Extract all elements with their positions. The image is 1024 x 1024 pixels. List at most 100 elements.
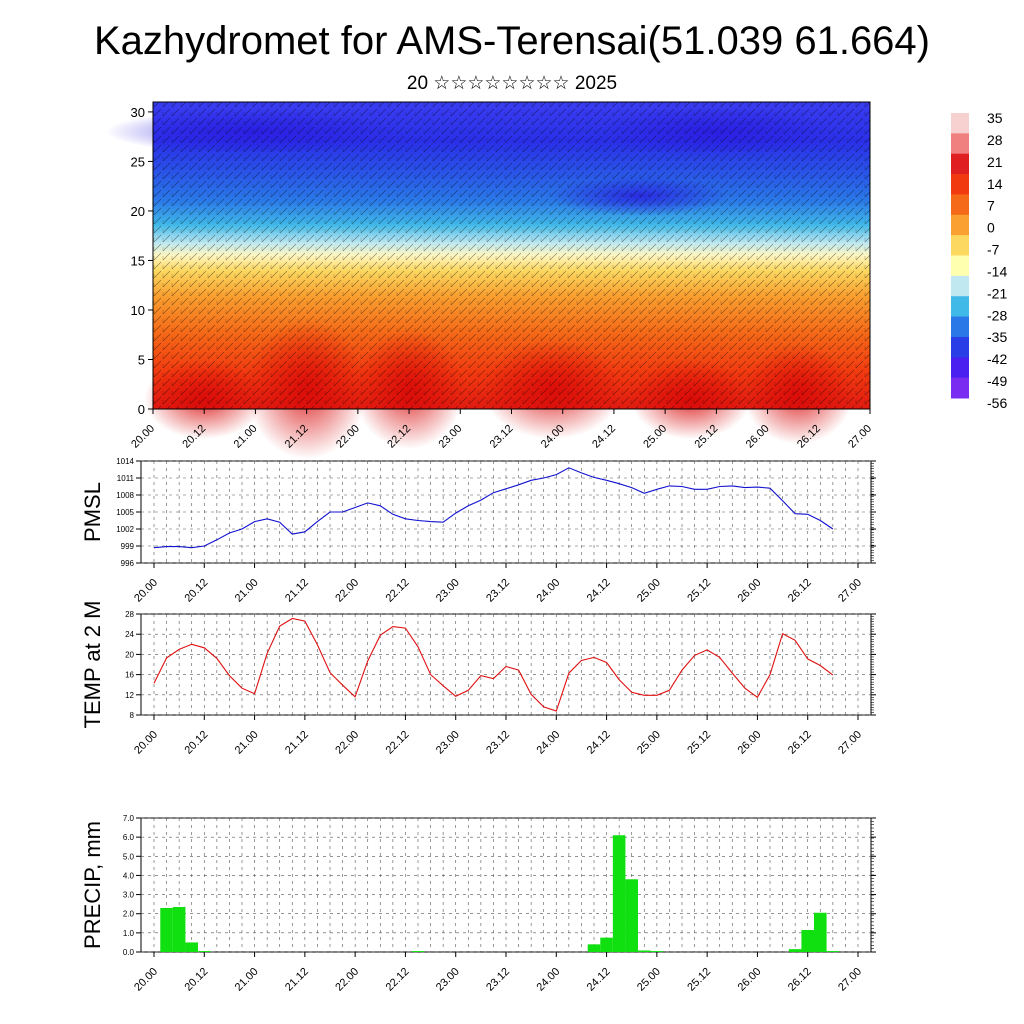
colorbar-swatch: [951, 377, 969, 399]
x-tick-label: 22.12: [384, 729, 412, 757]
precip-bar: [198, 951, 211, 952]
precip-bar: [638, 950, 651, 952]
x-tick-label: 27.00: [836, 577, 864, 605]
x-tick-label: 23.00: [434, 966, 462, 994]
colorbar-label: -49: [987, 373, 1007, 389]
y-tick-label: 5.0: [123, 852, 135, 861]
series-line: [153, 617, 834, 712]
colorbar-label: 14: [987, 176, 1003, 192]
series-line: [153, 467, 834, 549]
colorbar-label: -28: [987, 307, 1007, 323]
x-tick-label: 25.00: [635, 577, 663, 605]
temp-panel: 8 12 16 20 24 28 20.00 20.12 21.00 21.12 22.00 22.1…: [80, 601, 876, 757]
precip-bar: [172, 907, 186, 952]
colorbar-swatch: [951, 153, 969, 175]
colorbar-label: -35: [987, 329, 1007, 345]
y-axis-title: TEMP at 2 M: [80, 601, 105, 729]
colorbar-swatch: [951, 275, 969, 297]
x-tick-label: 21.00: [233, 577, 261, 605]
x-tick-label: 25.12: [685, 577, 713, 605]
y-tick-label: 2.0: [123, 910, 135, 919]
colorbar-swatch: [951, 336, 969, 358]
y-tick-label: 1014: [116, 457, 134, 466]
x-tick-label: 27.00: [836, 729, 864, 757]
colorbar-swatch: [951, 133, 969, 155]
y-tick-label: 999: [121, 542, 135, 551]
x-tick-label: 22.00: [333, 577, 361, 605]
precip-bar: [612, 835, 626, 952]
x-tick-label: 26.00: [736, 729, 764, 757]
colorbar-swatch: [951, 255, 969, 277]
y-tick-label: 16: [125, 671, 134, 680]
colorbar-swatch: [951, 296, 969, 318]
precip-panel: 0.0 1.0 2.0 3.0 4.0 5.0 6.0 7.0 20.00 20.12 21.00 2…: [80, 814, 876, 994]
x-tick-label: 22.12: [384, 577, 412, 605]
chart-subtitle: 20 ☆☆☆☆☆☆☆☆ 2025: [406, 73, 618, 94]
x-tick-label: 24.00: [534, 966, 562, 994]
x-tick-label: 26.12: [786, 577, 814, 605]
colorbar-label: -21: [987, 285, 1007, 301]
x-tick-label: 23.12: [484, 966, 512, 994]
colorbar-swatch: [951, 214, 969, 236]
y-tick-label: 1002: [116, 525, 134, 534]
precip-bar: [801, 929, 814, 952]
y-tick-label: 1008: [116, 491, 134, 500]
y-tick-label: 4.0: [123, 871, 135, 880]
x-tick-label: 23.12: [484, 577, 512, 605]
x-tick-label: 27.00: [836, 966, 864, 994]
precip-bar: [185, 942, 198, 952]
y-tick-label: 1005: [116, 508, 134, 517]
pmsl-panel: 996 999 1002 1005 1008 1011 1014 20.00 20.12 21.0…: [80, 457, 876, 605]
y-tick-label: 20: [131, 204, 145, 219]
precip-bar: [160, 907, 173, 952]
precip-bar: [625, 879, 638, 952]
x-tick-label: 22.12: [384, 966, 412, 994]
precip-bar: [788, 949, 802, 952]
x-tick-label: 25.12: [685, 729, 713, 757]
y-tick-label: 20: [125, 650, 134, 659]
x-tick-label: 20.00: [129, 423, 157, 451]
x-tick-label: 23.00: [434, 577, 462, 605]
y-tick-label: 0: [138, 402, 145, 417]
colorbar-label: 21: [987, 154, 1003, 170]
y-tick-label: 3.0: [123, 891, 135, 900]
precip-bar: [600, 937, 613, 952]
colorbar-swatch: [951, 235, 969, 256]
x-tick-label: 21.12: [283, 577, 311, 605]
x-tick-label: 26.12: [786, 729, 814, 757]
x-tick-label: 24.12: [585, 577, 613, 605]
x-tick-label: 21.12: [283, 729, 311, 757]
x-tick-label: 24.12: [585, 729, 613, 757]
colorbar-label: 28: [987, 132, 1003, 148]
x-tick-label: 20.12: [182, 966, 210, 994]
y-tick-label: 5: [138, 352, 145, 367]
x-tick-label: 20.00: [132, 577, 160, 605]
x-tick-label: 27.00: [846, 423, 874, 451]
y-axis-title: PMSL: [80, 482, 105, 542]
precip-bar: [814, 912, 827, 952]
wind-barbs: [153, 102, 870, 409]
x-tick-label: 22.00: [333, 729, 361, 757]
x-tick-label: 20.12: [182, 729, 210, 757]
x-tick-label: 21.00: [233, 966, 261, 994]
x-tick-label: 25.00: [635, 966, 663, 994]
x-tick-label: 24.00: [534, 577, 562, 605]
colorbar-swatch: [951, 113, 969, 134]
colorbar-swatch: [951, 316, 969, 338]
y-tick-label: 7.0: [123, 814, 135, 823]
y-axis-title: PRECIP, mm: [80, 821, 105, 949]
colorbar-label: -7: [987, 242, 1000, 258]
colorbar-label: -42: [987, 351, 1007, 367]
x-tick-label: 23.12: [484, 729, 512, 757]
y-tick-label: 15: [131, 253, 145, 268]
y-tick-label: 8: [130, 711, 135, 720]
y-tick-label: 24: [125, 630, 134, 639]
x-tick-label: 24.00: [534, 729, 562, 757]
y-tick-label: 25: [131, 154, 145, 169]
x-tick-label: 26.00: [736, 577, 764, 605]
x-tick-label: 26.12: [786, 966, 814, 994]
x-tick-label: 21.12: [283, 966, 311, 994]
y-tick-label: 10: [131, 303, 145, 318]
x-tick-label: 25.12: [685, 966, 713, 994]
colorbar-swatch: [951, 357, 969, 379]
